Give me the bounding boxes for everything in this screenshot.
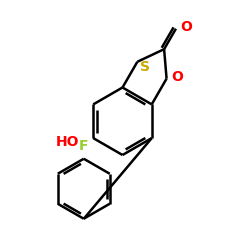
Text: S: S <box>140 60 150 74</box>
Text: O: O <box>171 70 183 85</box>
Text: F: F <box>79 138 88 152</box>
Text: HO: HO <box>56 135 80 149</box>
Text: O: O <box>180 20 192 34</box>
